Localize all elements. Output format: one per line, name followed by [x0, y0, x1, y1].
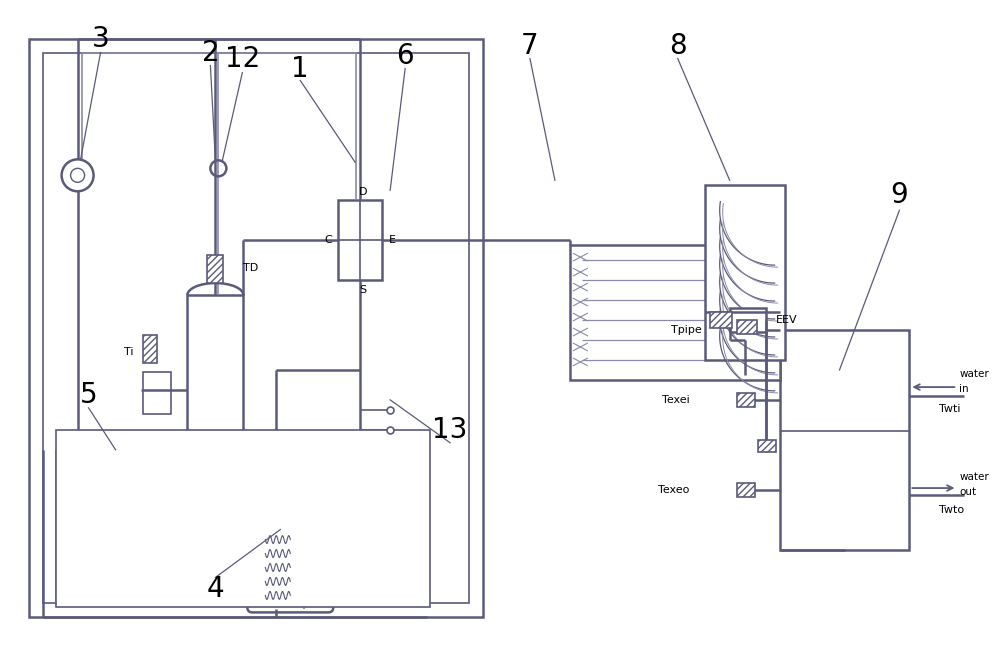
Bar	[710, 312, 732, 328]
Text: EEV: EEV	[776, 315, 797, 325]
Bar	[43, 52, 469, 604]
Bar	[187, 295, 243, 479]
Text: 9: 9	[891, 181, 908, 209]
Bar	[56, 430, 430, 608]
Bar	[705, 185, 785, 360]
Text: 4: 4	[207, 576, 224, 604]
Text: water: water	[959, 472, 989, 482]
Text: 8: 8	[669, 31, 687, 60]
Bar	[737, 483, 755, 496]
Text: 3: 3	[92, 25, 109, 52]
Bar	[737, 393, 755, 407]
Text: Tpipe: Tpipe	[671, 325, 702, 335]
Bar	[143, 335, 157, 363]
Text: 2: 2	[202, 39, 219, 67]
Text: water: water	[959, 369, 989, 379]
Bar	[780, 330, 909, 549]
Text: 13: 13	[432, 416, 468, 444]
Bar	[276, 490, 304, 519]
Text: Texeo: Texeo	[658, 485, 690, 494]
FancyBboxPatch shape	[247, 513, 333, 612]
Text: Ti: Ti	[124, 347, 134, 357]
Bar	[737, 320, 757, 334]
Bar	[758, 439, 776, 452]
Text: 5: 5	[80, 381, 97, 409]
Bar	[207, 255, 223, 283]
Text: S: S	[360, 285, 367, 295]
Text: in: in	[959, 385, 969, 394]
Bar	[29, 39, 483, 617]
Text: Twto: Twto	[939, 505, 965, 515]
Text: Texei: Texei	[662, 395, 690, 405]
Text: 6: 6	[396, 42, 414, 69]
Text: TD: TD	[243, 263, 259, 273]
Text: 12: 12	[225, 44, 260, 73]
Text: E: E	[389, 235, 396, 245]
Bar	[338, 200, 382, 280]
Bar	[730, 308, 766, 332]
Bar	[143, 372, 171, 414]
Text: 7: 7	[521, 31, 539, 60]
Text: C: C	[324, 235, 332, 245]
Text: Twti: Twti	[939, 404, 961, 414]
Text: 1: 1	[291, 54, 309, 82]
Text: out: out	[959, 487, 976, 498]
Bar	[570, 245, 780, 380]
Text: D: D	[359, 187, 367, 198]
